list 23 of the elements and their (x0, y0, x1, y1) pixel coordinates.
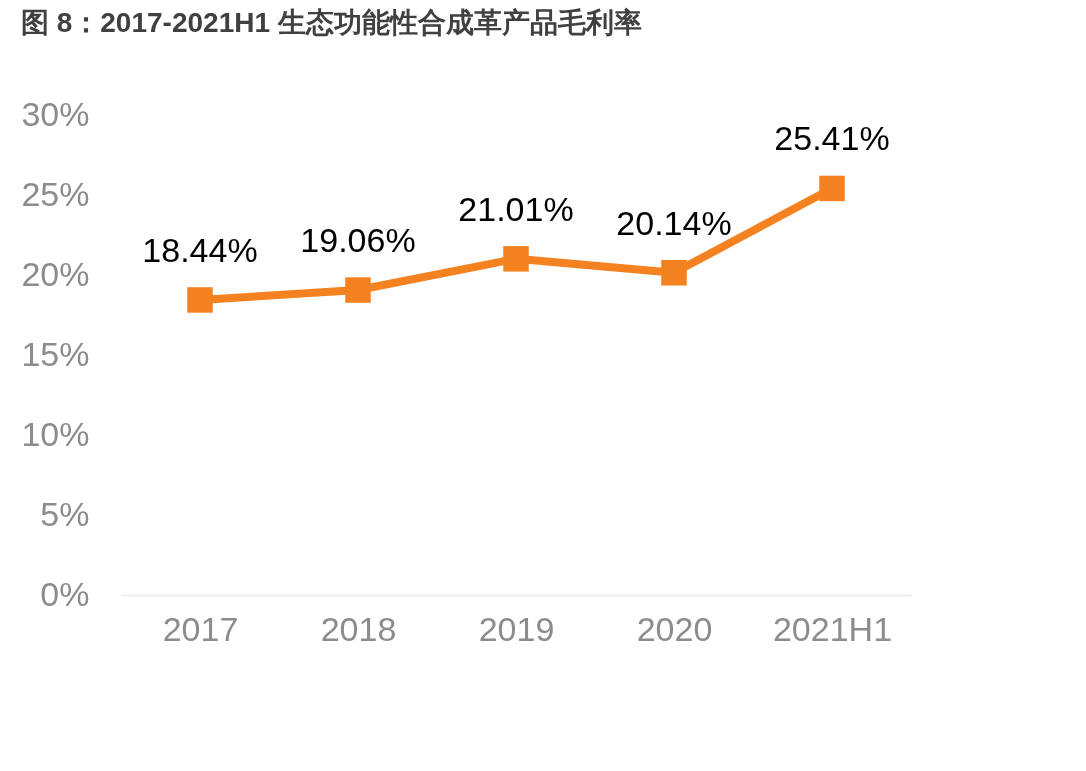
x-tick-label: 2021H1 (772, 609, 893, 648)
x-tick-label: 2019 (478, 609, 555, 648)
y-tick-label: 20% (21, 254, 90, 293)
point (187, 287, 213, 313)
point (345, 277, 371, 303)
y-tick-label: 15% (21, 334, 90, 373)
point (819, 175, 845, 202)
y-tick-label: 5% (40, 494, 90, 533)
data-label: 25.41% (774, 119, 890, 158)
y-tick-label: 0% (40, 574, 90, 613)
point (661, 260, 687, 286)
data-label: 20.14% (616, 203, 732, 242)
y-tick-label: 30% (21, 94, 90, 133)
data-label: 18.44% (142, 230, 258, 269)
x-tick-label: 2017 (162, 609, 239, 648)
y-tick-label: 25% (21, 174, 90, 213)
data-label: 21.01% (458, 189, 574, 228)
data-label: 19.06% (300, 221, 416, 260)
x-tick-label: 2020 (636, 609, 713, 648)
x-tick-label: 2018 (320, 609, 397, 648)
chart-title: 图 8：2017-2021H1 生态功能性合成革产品毛利率 (20, 7, 642, 38)
point (503, 246, 529, 272)
y-tick-label: 10% (21, 414, 90, 453)
